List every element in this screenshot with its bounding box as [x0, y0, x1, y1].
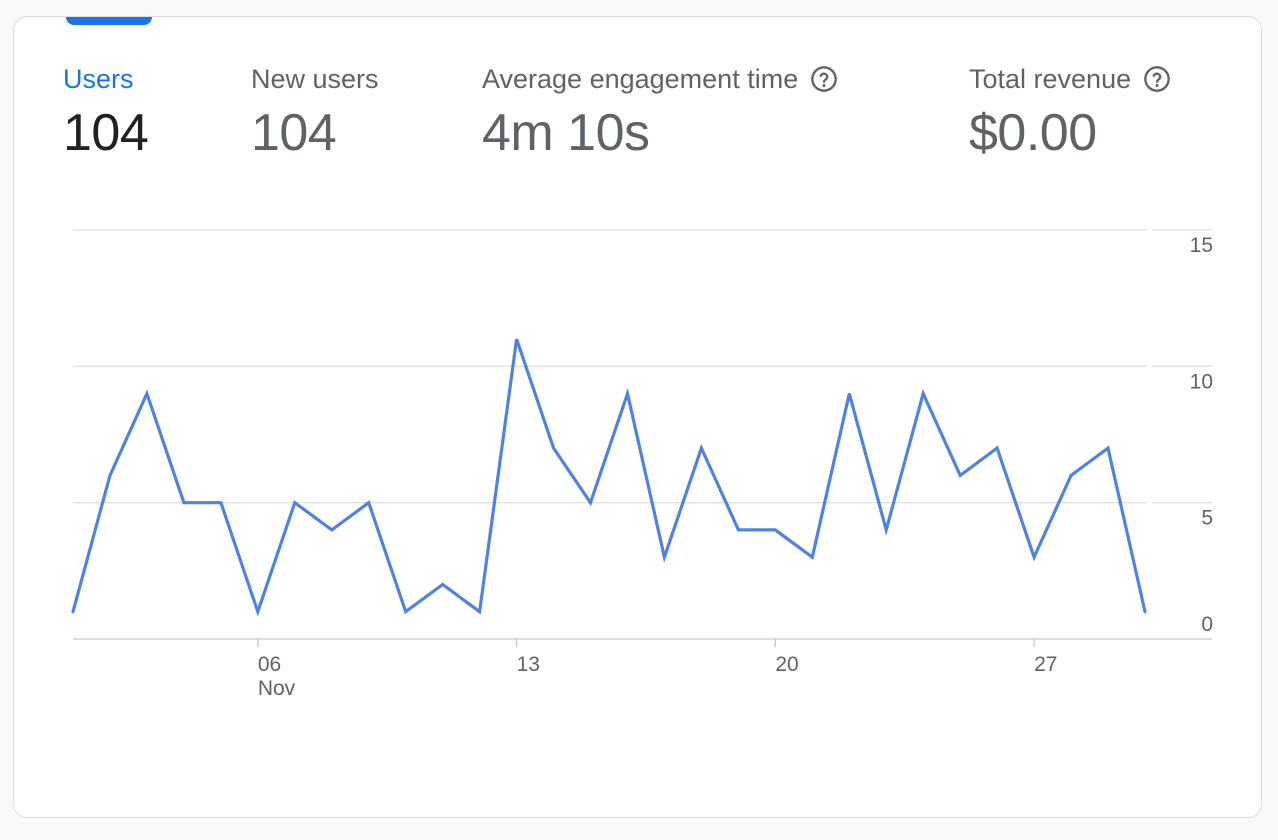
y-tick-label: 10 — [1190, 370, 1213, 393]
metric-total-revenue-label: Total revenue — [969, 61, 1171, 97]
metric-users[interactable]: Users 104 — [63, 61, 149, 163]
help-circle-icon[interactable] — [810, 65, 838, 93]
metric-users-label: Users — [63, 61, 148, 97]
x-tick-label: 27 — [1034, 653, 1057, 676]
metric-total-revenue[interactable]: Total revenue $0.00 — [969, 61, 1171, 163]
metric-average-engagement-time-label-text: Average engagement time — [482, 63, 799, 94]
metric-users-value: 104 — [63, 104, 149, 162]
y-tick-label: 5 — [1201, 507, 1213, 530]
metric-new-users-label-text: New users — [251, 63, 379, 94]
y-tick-label: 15 — [1190, 234, 1213, 257]
users-overview-card: Users 104 New users 104 Average engageme… — [13, 16, 1262, 818]
active-tab-indicator — [66, 17, 152, 25]
metric-total-revenue-value: $0.00 — [969, 104, 1097, 162]
x-tick-label: 06 — [258, 653, 281, 676]
metric-users-label-text: Users — [63, 63, 134, 94]
metric-average-engagement-time[interactable]: Average engagement time 4m 10s — [482, 61, 838, 163]
x-tick-label-month: Nov — [258, 677, 296, 700]
x-tick-label: 13 — [517, 653, 540, 676]
metric-new-users[interactable]: New users 104 — [251, 61, 379, 163]
metric-new-users-value: 104 — [251, 104, 337, 162]
help-circle-icon[interactable] — [1143, 65, 1171, 93]
series-line-users — [71, 338, 1147, 617]
metric-new-users-label: New users — [251, 61, 379, 97]
metric-average-engagement-time-value: 4m 10s — [482, 104, 650, 162]
x-tick-label: 20 — [775, 653, 798, 676]
metric-total-revenue-label-text: Total revenue — [969, 63, 1132, 94]
y-tick-label: 0 — [1201, 613, 1213, 636]
metric-average-engagement-time-label: Average engagement time — [482, 61, 838, 97]
